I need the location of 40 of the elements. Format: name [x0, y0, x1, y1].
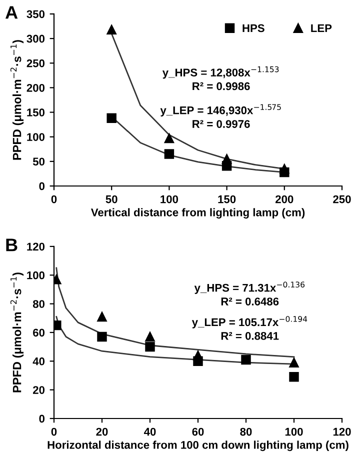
x-axis-title: Horizontal distance from 100 cm down lighting lamp (cm) [48, 440, 348, 452]
x-tick-label: 200 [276, 195, 294, 204]
y-tick-label: 20 [33, 386, 45, 394]
text: y_HPS = 71.31x$^{−0.136}$ R² = 0.6486 [194, 282, 305, 306]
y-tick-label: 150 [27, 108, 45, 116]
y-axis-title: PPFD (μmol·m$^{−2}$·s$^{−1}$) [10, 272, 24, 392]
x-tick-label: 60 [192, 428, 204, 436]
y-tick-label: 0 [39, 414, 45, 423]
y-tick-label: 250 [26, 59, 45, 68]
y-tick-label: 100 [27, 271, 45, 280]
x-tick-label: 250 [333, 195, 351, 204]
y-tick-label: 0 [39, 182, 45, 190]
x-tick-label: 0 [51, 195, 57, 204]
y-tick-label: 300 [26, 34, 45, 43]
y-tick-label: 60 [33, 328, 45, 337]
x-axis-title: Vertical distance from lighting lamp (cm) [90, 208, 305, 219]
y-tick-label: 80 [32, 300, 45, 308]
legend-label: HPS [242, 24, 264, 32]
y-tick-label: 200 [26, 84, 45, 92]
x-tick-label: 100 [160, 195, 178, 204]
y-tick-label: 120 [27, 242, 45, 251]
legend-label: LEP [311, 24, 332, 32]
x-tick-label: 0 [51, 428, 57, 436]
x-tick-label: 100 [285, 428, 303, 436]
x-tick-label: 120 [333, 428, 351, 436]
x-tick-label: 80 [240, 428, 252, 436]
y-tick-label: 350 [26, 10, 45, 18]
x-tick-label: 50 [106, 195, 118, 204]
y-tick-label: 100 [27, 133, 45, 141]
chart-title: B [6, 238, 18, 252]
y-tick-label: 50 [32, 158, 45, 166]
text: y_HPS = 12,808x$^{−1.153}$ R² = 0.9986 [162, 66, 279, 90]
text: y_LEP = 146,930x$^{−1.575}$ R² = 0.9976 [160, 104, 281, 128]
x-tick-label: 150 [218, 195, 236, 204]
x-tick-label: 20 [96, 428, 108, 436]
chart-title: A [5, 6, 18, 19]
y-axis-title: PPFD (μmol·m$^{−2}$·s$^{−1}$) [10, 40, 24, 160]
x-tick-label: 40 [144, 428, 156, 436]
y-tick-label: 40 [32, 357, 45, 366]
text: y_LEP = 105.17x$^{−0.194}$ R² = 0.8841 [192, 316, 308, 340]
